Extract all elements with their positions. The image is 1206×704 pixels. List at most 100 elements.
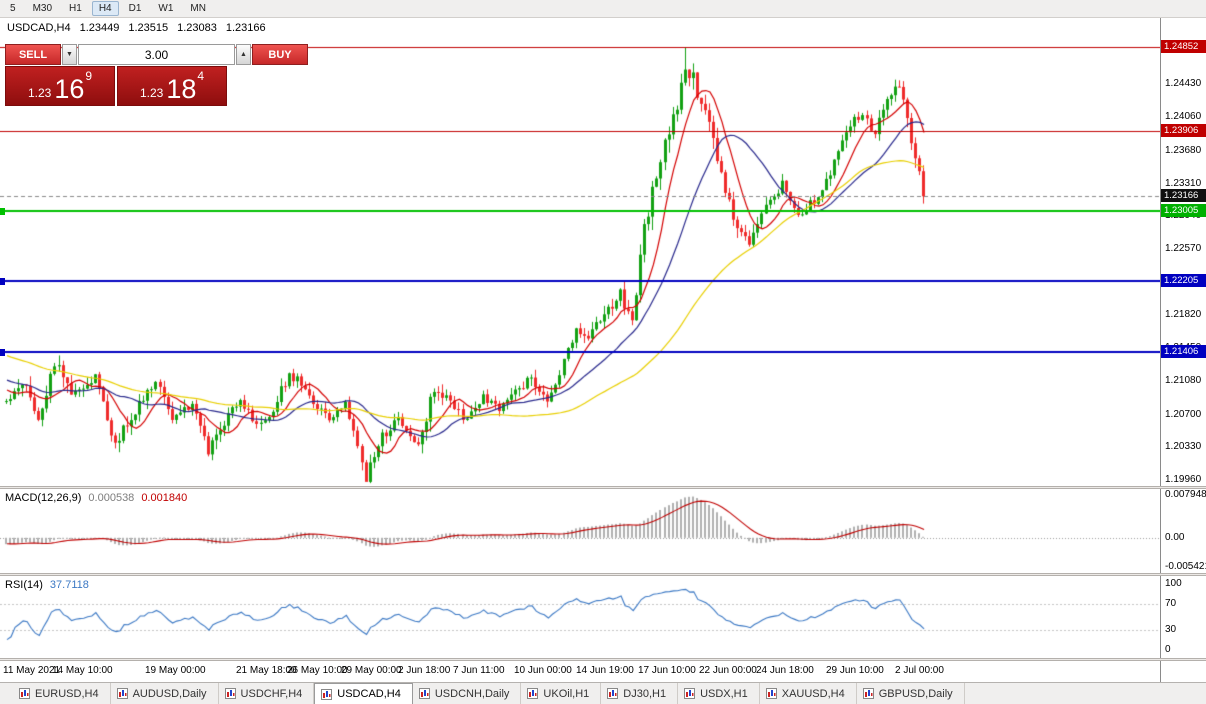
buy-price-big: 18	[166, 74, 197, 104]
panel-separator[interactable]	[0, 573, 1206, 576]
chart-tab-icon	[224, 688, 236, 699]
timeframe-toolbar: 5 M30 H1 H4 D1 W1 MN	[0, 0, 1206, 18]
sell-button[interactable]: SELL	[5, 44, 61, 65]
timeframe-button-h4[interactable]: H4	[91, 1, 119, 16]
time-axis-label: 21 May 18:00	[236, 665, 297, 676]
timeframe-button-h1[interactable]: H1	[69, 3, 82, 14]
time-axis-label: 11 May 2021	[3, 665, 61, 676]
chart-tab-usdcad[interactable]: USDCAD,H4	[314, 683, 413, 704]
chart-tab-icon	[527, 688, 539, 699]
price-tick-label: 1.23310	[1165, 177, 1202, 189]
hline-edge-marker	[0, 208, 5, 215]
panel-separator[interactable]	[0, 658, 1206, 661]
chart-tab-icon	[862, 688, 874, 699]
tab-label: XAUUSD,H4	[781, 687, 845, 700]
rsi-axis-label: 0	[1165, 644, 1171, 655]
volume-input[interactable]	[78, 44, 235, 65]
volume-increase-button[interactable]: ▲	[236, 44, 251, 65]
chart-tabs-bar: EURUSD,H4 AUDUSD,Daily USDCHF,H4 USDCAD,H4 U…	[0, 682, 1206, 704]
tab-label: AUDUSD,Daily	[132, 687, 207, 700]
chart-tab-eurusd[interactable]: EURUSD,H4	[13, 683, 111, 704]
rsi-chart-canvas[interactable]	[0, 576, 1160, 658]
chart-tab-gbpusd[interactable]: GBPUSD,Daily	[857, 683, 965, 704]
chart-tab-ukoil[interactable]: UKOil,H1	[521, 683, 602, 704]
chart-title: USDCAD,H4 1.23449 1.23515 1.23083 1.2316…	[7, 22, 266, 34]
tab-label: DJ30,H1	[623, 687, 667, 700]
rsi-axis-label: 30	[1165, 624, 1177, 636]
time-axis-label: 7 Jun 11:00	[453, 665, 505, 676]
macd-axis-label: 0.007948	[1165, 489, 1206, 500]
rsi-label: RSI(14) 37.7118	[5, 579, 89, 591]
tab-label: UKOil,H1	[543, 687, 590, 700]
tab-label: USDCNH,Daily	[434, 687, 510, 700]
price-tick-label: 1.21820	[1165, 309, 1202, 321]
time-axis-label: 29 May 00:00	[341, 665, 402, 676]
chart-tab-usdcnh[interactable]: USDCNH,Daily	[413, 683, 522, 704]
price-level-badge: 1.23166	[1161, 189, 1206, 203]
tab-label: EURUSD,H4	[35, 687, 99, 700]
chart-tab-usdx[interactable]: USDX,H1	[678, 683, 760, 704]
sell-price-display[interactable]: 1.23 16 9	[5, 66, 115, 106]
rsi-axis-label: 70	[1165, 597, 1177, 609]
time-axis-label: 14 Jun 19:00	[576, 665, 634, 676]
macd-label: MACD(12,26,9) 0.000538 0.001840	[5, 492, 187, 504]
ohlc-high: 1.23515	[128, 22, 169, 34]
timeframe-button-d1[interactable]: D1	[128, 3, 142, 14]
chart-tab-icon	[321, 688, 333, 700]
time-axis-label: 2 Jun 18:00	[398, 665, 451, 676]
price-level-badge: 1.21406	[1161, 345, 1206, 359]
panel-separator[interactable]	[0, 486, 1206, 489]
volume-decrease-button[interactable]: ▼	[62, 44, 77, 65]
tab-label: GBPUSD,Daily	[878, 687, 953, 700]
time-axis-label: 24 Jun 18:00	[756, 665, 814, 676]
rsi-name: RSI(14)	[5, 579, 43, 591]
sell-price-small: 1.23	[27, 86, 52, 100]
sell-price-sup: 9	[85, 69, 93, 83]
ohlc-open: 1.23449	[79, 22, 120, 34]
price-tick-label: 1.24430	[1165, 78, 1202, 90]
hline-edge-marker	[0, 278, 5, 285]
chart-area: USDCAD,H4 1.23449 1.23515 1.23083 1.2316…	[0, 18, 1206, 682]
rsi-axis-label: 100	[1165, 578, 1182, 589]
price-level-badge: 1.23005	[1161, 203, 1206, 217]
sell-price-big: 16	[54, 74, 85, 104]
price-chart-panel: USDCAD,H4 1.23449 1.23515 1.23083 1.2316…	[0, 18, 1160, 486]
macd-indicator-panel: MACD(12,26,9) 0.000538 0.001840	[0, 489, 1160, 573]
price-tick-label: 1.23680	[1165, 144, 1202, 156]
buy-price-small: 1.23	[139, 86, 164, 100]
price-tick-label: 1.19960	[1165, 474, 1202, 486]
ohlc-close: 1.23166	[225, 22, 266, 34]
time-axis-label: 17 Jun 10:00	[638, 665, 696, 676]
macd-chart-canvas[interactable]	[0, 489, 1160, 573]
price-tick-label: 1.20330	[1165, 441, 1202, 453]
timeframe-button-mn[interactable]: MN	[190, 3, 206, 14]
chart-tab-xauusd[interactable]: XAUUSD,H4	[760, 683, 857, 704]
chart-tab-icon	[19, 688, 30, 699]
price-level-badge: 1.23906	[1161, 123, 1206, 137]
time-axis-label: 29 Jun 10:00	[826, 665, 884, 676]
time-axis-label: 14 May 10:00	[52, 665, 113, 676]
chart-tab-dj30[interactable]: DJ30,H1	[601, 683, 679, 704]
buy-button[interactable]: BUY	[252, 44, 308, 65]
price-level-badge: 1.24852	[1161, 40, 1206, 54]
buy-price-display[interactable]: 1.23 18 4	[117, 66, 227, 106]
chart-tab-audusd[interactable]: AUDUSD,Daily	[111, 683, 219, 704]
price-tick-label: 1.20700	[1165, 408, 1202, 420]
tab-label: USDCHF,H4	[240, 687, 303, 700]
chart-tab-icon	[607, 688, 619, 699]
chart-tab-icon	[418, 688, 430, 699]
price-axis[interactable]: 1.244301.240601.236801.233101.229401.225…	[1160, 18, 1206, 682]
hline-edge-marker	[0, 349, 5, 356]
timeframe-button-m30[interactable]: M30	[32, 3, 53, 14]
chart-tab-usdchf[interactable]: USDCHF,H4	[219, 683, 315, 704]
timeframe-button-5[interactable]: 5	[10, 3, 16, 14]
price-tick-label: 1.21080	[1165, 374, 1202, 386]
macd-main-value: 0.000538	[88, 492, 135, 504]
volume-down-icon: ▼	[66, 51, 73, 58]
timeframe-button-w1[interactable]: W1	[158, 3, 174, 14]
time-axis-label: 2 Jul 00:00	[895, 665, 944, 676]
time-axis[interactable]: 11 May 2021 14 May 10:00 19 May 00:00 21 Ma…	[0, 661, 1160, 682]
time-axis-label: 22 Jun 00:00	[699, 665, 757, 676]
volume-up-icon: ▲	[240, 51, 247, 58]
